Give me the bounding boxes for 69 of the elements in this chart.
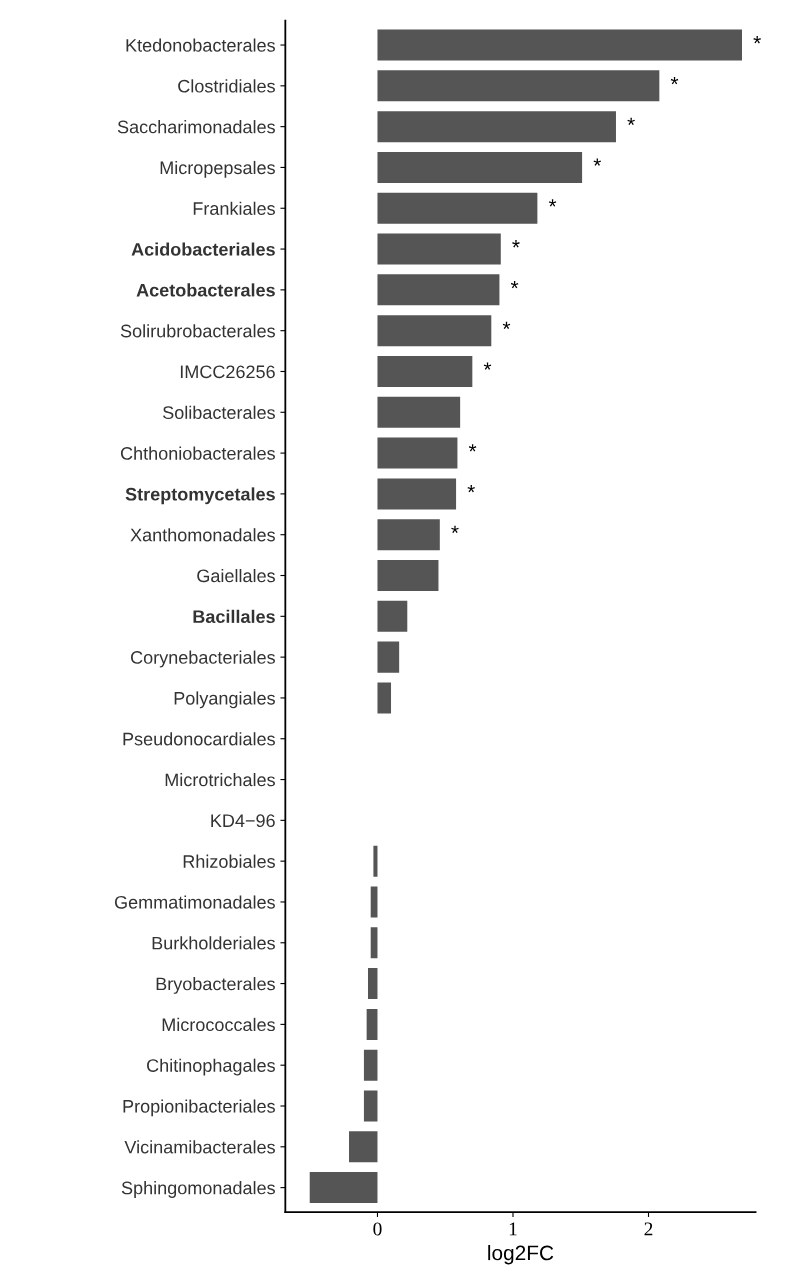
y-tick-label: Microtrichales — [165, 773, 275, 787]
annotation: * — [451, 525, 459, 534]
bar — [377, 233, 501, 265]
y-tick-label: IMCC26256 — [180, 365, 275, 379]
bar — [373, 845, 378, 877]
bar — [363, 1049, 378, 1081]
y-tick-label: Bacillales — [193, 609, 275, 624]
annotation: * — [670, 76, 679, 85]
bar — [377, 70, 660, 102]
y-tick-label: Bryobacterales — [156, 977, 275, 994]
bar — [377, 274, 500, 306]
annotation: * — [512, 240, 520, 248]
x-tick-label: 2 — [644, 1222, 653, 1236]
y-tick-label: Corynebacteriales — [131, 650, 275, 668]
annotation: * — [593, 158, 601, 166]
bar — [377, 560, 439, 592]
bar — [377, 192, 538, 224]
y-tick-label: Solirubrobacterales — [120, 324, 275, 338]
y-tick-label: Solibacterales — [163, 405, 275, 420]
y-tick-label: Chthoniobacterales — [120, 446, 275, 460]
bar — [377, 151, 583, 183]
y-tick-label: Streptomycetales — [125, 487, 275, 505]
y-tick-label: Gemmatimonadales — [114, 895, 275, 909]
y-tick-label: Clostridiales — [178, 79, 275, 93]
bar — [377, 437, 458, 469]
y-tick-label: Frankiales — [193, 201, 275, 215]
bar — [309, 1172, 378, 1204]
y-tick-label: Burkholderiales — [152, 936, 275, 950]
y-tick-label: Propionibacteriales — [123, 1099, 275, 1117]
bar — [377, 478, 457, 510]
y-tick-label: Micrococcales — [162, 1017, 275, 1032]
y-tick-label: Chitinophagales — [147, 1058, 275, 1076]
bar — [377, 682, 392, 714]
bar — [349, 1131, 378, 1163]
y-tick-label: Saccharimonadales — [117, 120, 275, 134]
y-tick-label: Ktedonobacterales — [126, 38, 275, 52]
bar — [377, 641, 400, 673]
bar — [377, 315, 492, 347]
x-tick-label: 0 — [373, 1222, 382, 1236]
y-tick-label: Xanthomonadales — [130, 528, 275, 542]
y-tick-label: Rhizobiales — [183, 854, 275, 868]
bar — [377, 111, 616, 143]
annotation: * — [510, 280, 519, 289]
y-tick-label: Micropepsales — [160, 160, 275, 178]
bar — [377, 396, 461, 428]
bar — [366, 1008, 378, 1040]
y-tick-label: KD4−96 — [211, 814, 275, 828]
bar — [377, 519, 440, 551]
x-tick-label: 1 — [509, 1222, 517, 1236]
y-tick-label: Acetobacterales — [136, 283, 275, 297]
y-tick-label: Acidobacteriales — [131, 242, 275, 256]
y-tick-label: Gaiellales — [197, 568, 275, 583]
bar — [377, 29, 742, 61]
y-tick-label: Pseudonocardiales — [123, 732, 275, 746]
annotation: * — [502, 321, 511, 330]
bar — [367, 968, 378, 1000]
bar — [363, 1090, 378, 1122]
annotation: * — [548, 199, 557, 207]
annotation: * — [753, 36, 761, 44]
bar — [377, 600, 408, 632]
y-tick-label: Sphingomonadales — [121, 1181, 275, 1198]
annotation: * — [483, 362, 492, 370]
annotation: * — [627, 117, 635, 126]
annotation: * — [468, 444, 477, 452]
x-axis-title: log2FC — [488, 1245, 554, 1265]
annotation: * — [467, 484, 475, 493]
y-tick-label: Polyangiales — [174, 691, 275, 709]
y-tick-label: Vicinamibacterales — [124, 1140, 275, 1154]
bar — [377, 355, 473, 387]
